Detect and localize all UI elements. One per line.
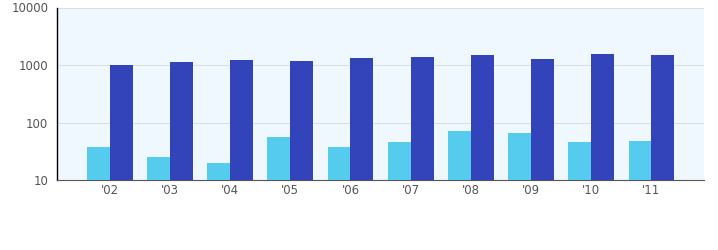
Bar	[411, 56, 434, 250]
Bar	[388, 142, 411, 250]
Bar	[290, 61, 313, 250]
Bar	[651, 55, 674, 250]
Bar	[147, 157, 170, 250]
Legend: Min value, Max value: Min value, Max value	[286, 247, 475, 250]
Bar	[508, 133, 531, 250]
Bar	[110, 65, 133, 250]
Bar	[327, 147, 350, 250]
Bar	[591, 54, 614, 250]
Bar	[448, 131, 471, 250]
Bar	[350, 58, 373, 250]
Bar	[531, 59, 554, 250]
Bar	[267, 138, 290, 250]
Bar	[208, 163, 230, 250]
Bar	[569, 142, 591, 250]
Bar	[87, 147, 110, 250]
Bar	[471, 55, 494, 250]
Bar	[170, 62, 192, 250]
Bar	[230, 60, 253, 250]
Bar	[628, 141, 651, 250]
